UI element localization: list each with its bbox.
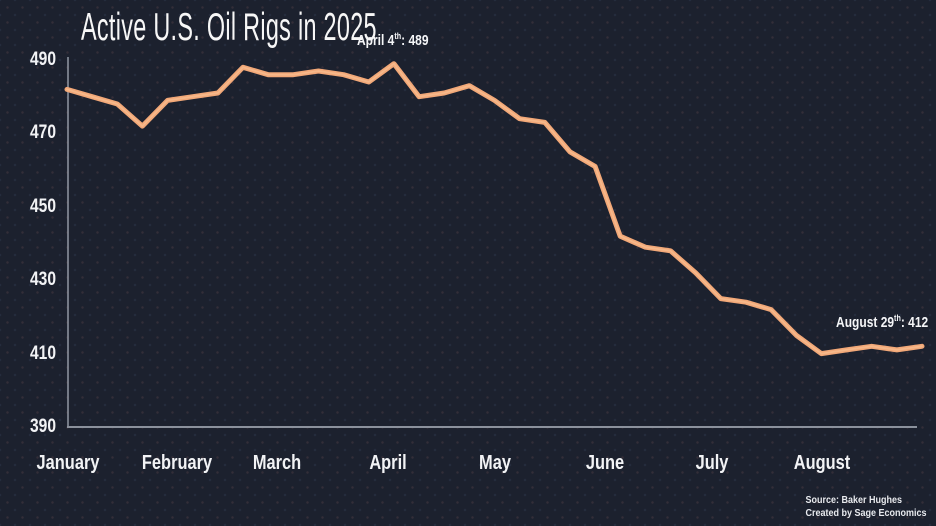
y-axis-tick-labels: 490 470 450 430 410 390 <box>0 0 56 526</box>
creator-credit: Created by Sage Economics <box>804 508 926 519</box>
latest-annotation-ordinal: th <box>893 313 901 323</box>
y-tick-label-390: 390 <box>30 416 56 437</box>
x-tick-label-july: July <box>695 452 729 474</box>
x-tick-label-march: March <box>252 452 302 474</box>
peak-annotation: April 4th: 489 <box>357 31 429 49</box>
peak-annotation-date: April 4 <box>357 32 395 49</box>
y-tick-label-450: 450 <box>30 196 56 217</box>
x-tick-label-april: April <box>369 452 407 474</box>
y-tick-label-430: 430 <box>30 269 56 290</box>
latest-annotation: August 29th: 412 <box>836 313 928 331</box>
source-credit: Source: Baker Hughes <box>804 495 902 506</box>
peak-annotation-ordinal: th <box>394 31 402 41</box>
latest-annotation-value: : 412 <box>900 314 928 331</box>
y-tick-label-470: 470 <box>30 122 56 143</box>
latest-annotation-date: August 29 <box>835 314 894 331</box>
x-tick-label-january: January <box>36 452 100 474</box>
y-tick-label-490: 490 <box>30 49 56 70</box>
y-tick-label-410: 410 <box>30 343 56 364</box>
x-tick-label-february: February <box>141 452 213 474</box>
x-tick-label-june: June <box>585 452 625 474</box>
chart-title: Active U.S. Oil Rigs in 2025 <box>81 6 377 49</box>
chart-footer: Source: Baker Hughes Created by Sage Eco… <box>805 494 926 520</box>
x-tick-label-august: August <box>793 452 851 474</box>
peak-annotation-value: : 489 <box>401 32 429 49</box>
x-tick-label-may: May <box>479 452 511 474</box>
oil-rigs-series-line-highlight <box>66 62 923 355</box>
